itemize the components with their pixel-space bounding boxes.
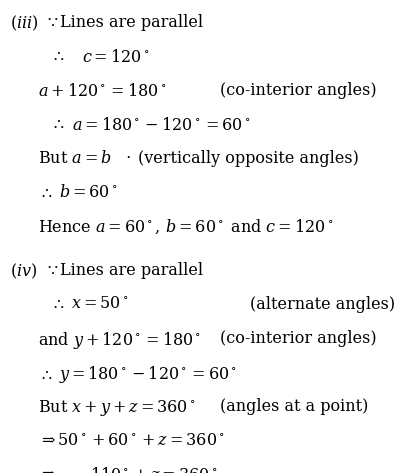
Text: $\cdot$: $\cdot$ <box>125 150 131 165</box>
Text: $\therefore$ $b = 60^\circ$: $\therefore$ $b = 60^\circ$ <box>38 184 118 200</box>
Text: $\because$: $\because$ <box>44 262 58 277</box>
Text: $c = 120^\circ$: $c = 120^\circ$ <box>82 48 150 65</box>
Text: Hence $a = 60^\circ$, $b = 60^\circ$ and $c = 120^\circ$: Hence $a = 60^\circ$, $b = 60^\circ$ and… <box>38 218 333 236</box>
Text: Lines are parallel: Lines are parallel <box>60 262 203 279</box>
Text: and $y + 120^\circ = 180^\circ$: and $y + 120^\circ = 180^\circ$ <box>38 330 201 351</box>
Text: $\therefore$: $\therefore$ <box>50 116 64 131</box>
Text: $a + 120^\circ = 180^\circ$: $a + 120^\circ = 180^\circ$ <box>38 82 166 99</box>
Text: (co-interior angles): (co-interior angles) <box>220 82 377 99</box>
Text: $110^\circ + z = 360^\circ$: $110^\circ + z = 360^\circ$ <box>90 466 217 473</box>
Text: Lines are parallel: Lines are parallel <box>60 14 203 31</box>
Text: But $x + y + z = 360^\circ$: But $x + y + z = 360^\circ$ <box>38 398 196 418</box>
Text: $(iii)$: $(iii)$ <box>10 14 39 33</box>
Text: $(iv)$: $(iv)$ <box>10 262 38 281</box>
Text: $\because$: $\because$ <box>44 14 58 29</box>
Text: $\therefore$ $y = 180^\circ - 120^\circ = 60^\circ$: $\therefore$ $y = 180^\circ - 120^\circ … <box>38 364 237 385</box>
Text: (alternate angles): (alternate angles) <box>250 296 395 313</box>
Text: $\therefore$: $\therefore$ <box>50 48 64 63</box>
Text: $\Rightarrow$: $\Rightarrow$ <box>38 466 56 473</box>
Text: But $a = b$: But $a = b$ <box>38 150 112 167</box>
Text: $a = 180^\circ - 120^\circ = 60^\circ$: $a = 180^\circ - 120^\circ = 60^\circ$ <box>72 116 251 133</box>
Text: (co-interior angles): (co-interior angles) <box>220 330 377 347</box>
Text: (angles at a point): (angles at a point) <box>220 398 368 415</box>
Text: (vertically opposite angles): (vertically opposite angles) <box>138 150 359 167</box>
Text: $\therefore$ $x = 50^\circ$: $\therefore$ $x = 50^\circ$ <box>50 296 128 311</box>
Text: $\Rightarrow 50^\circ + 60^\circ + z = 360^\circ$: $\Rightarrow 50^\circ + 60^\circ + z = 3… <box>38 432 225 448</box>
